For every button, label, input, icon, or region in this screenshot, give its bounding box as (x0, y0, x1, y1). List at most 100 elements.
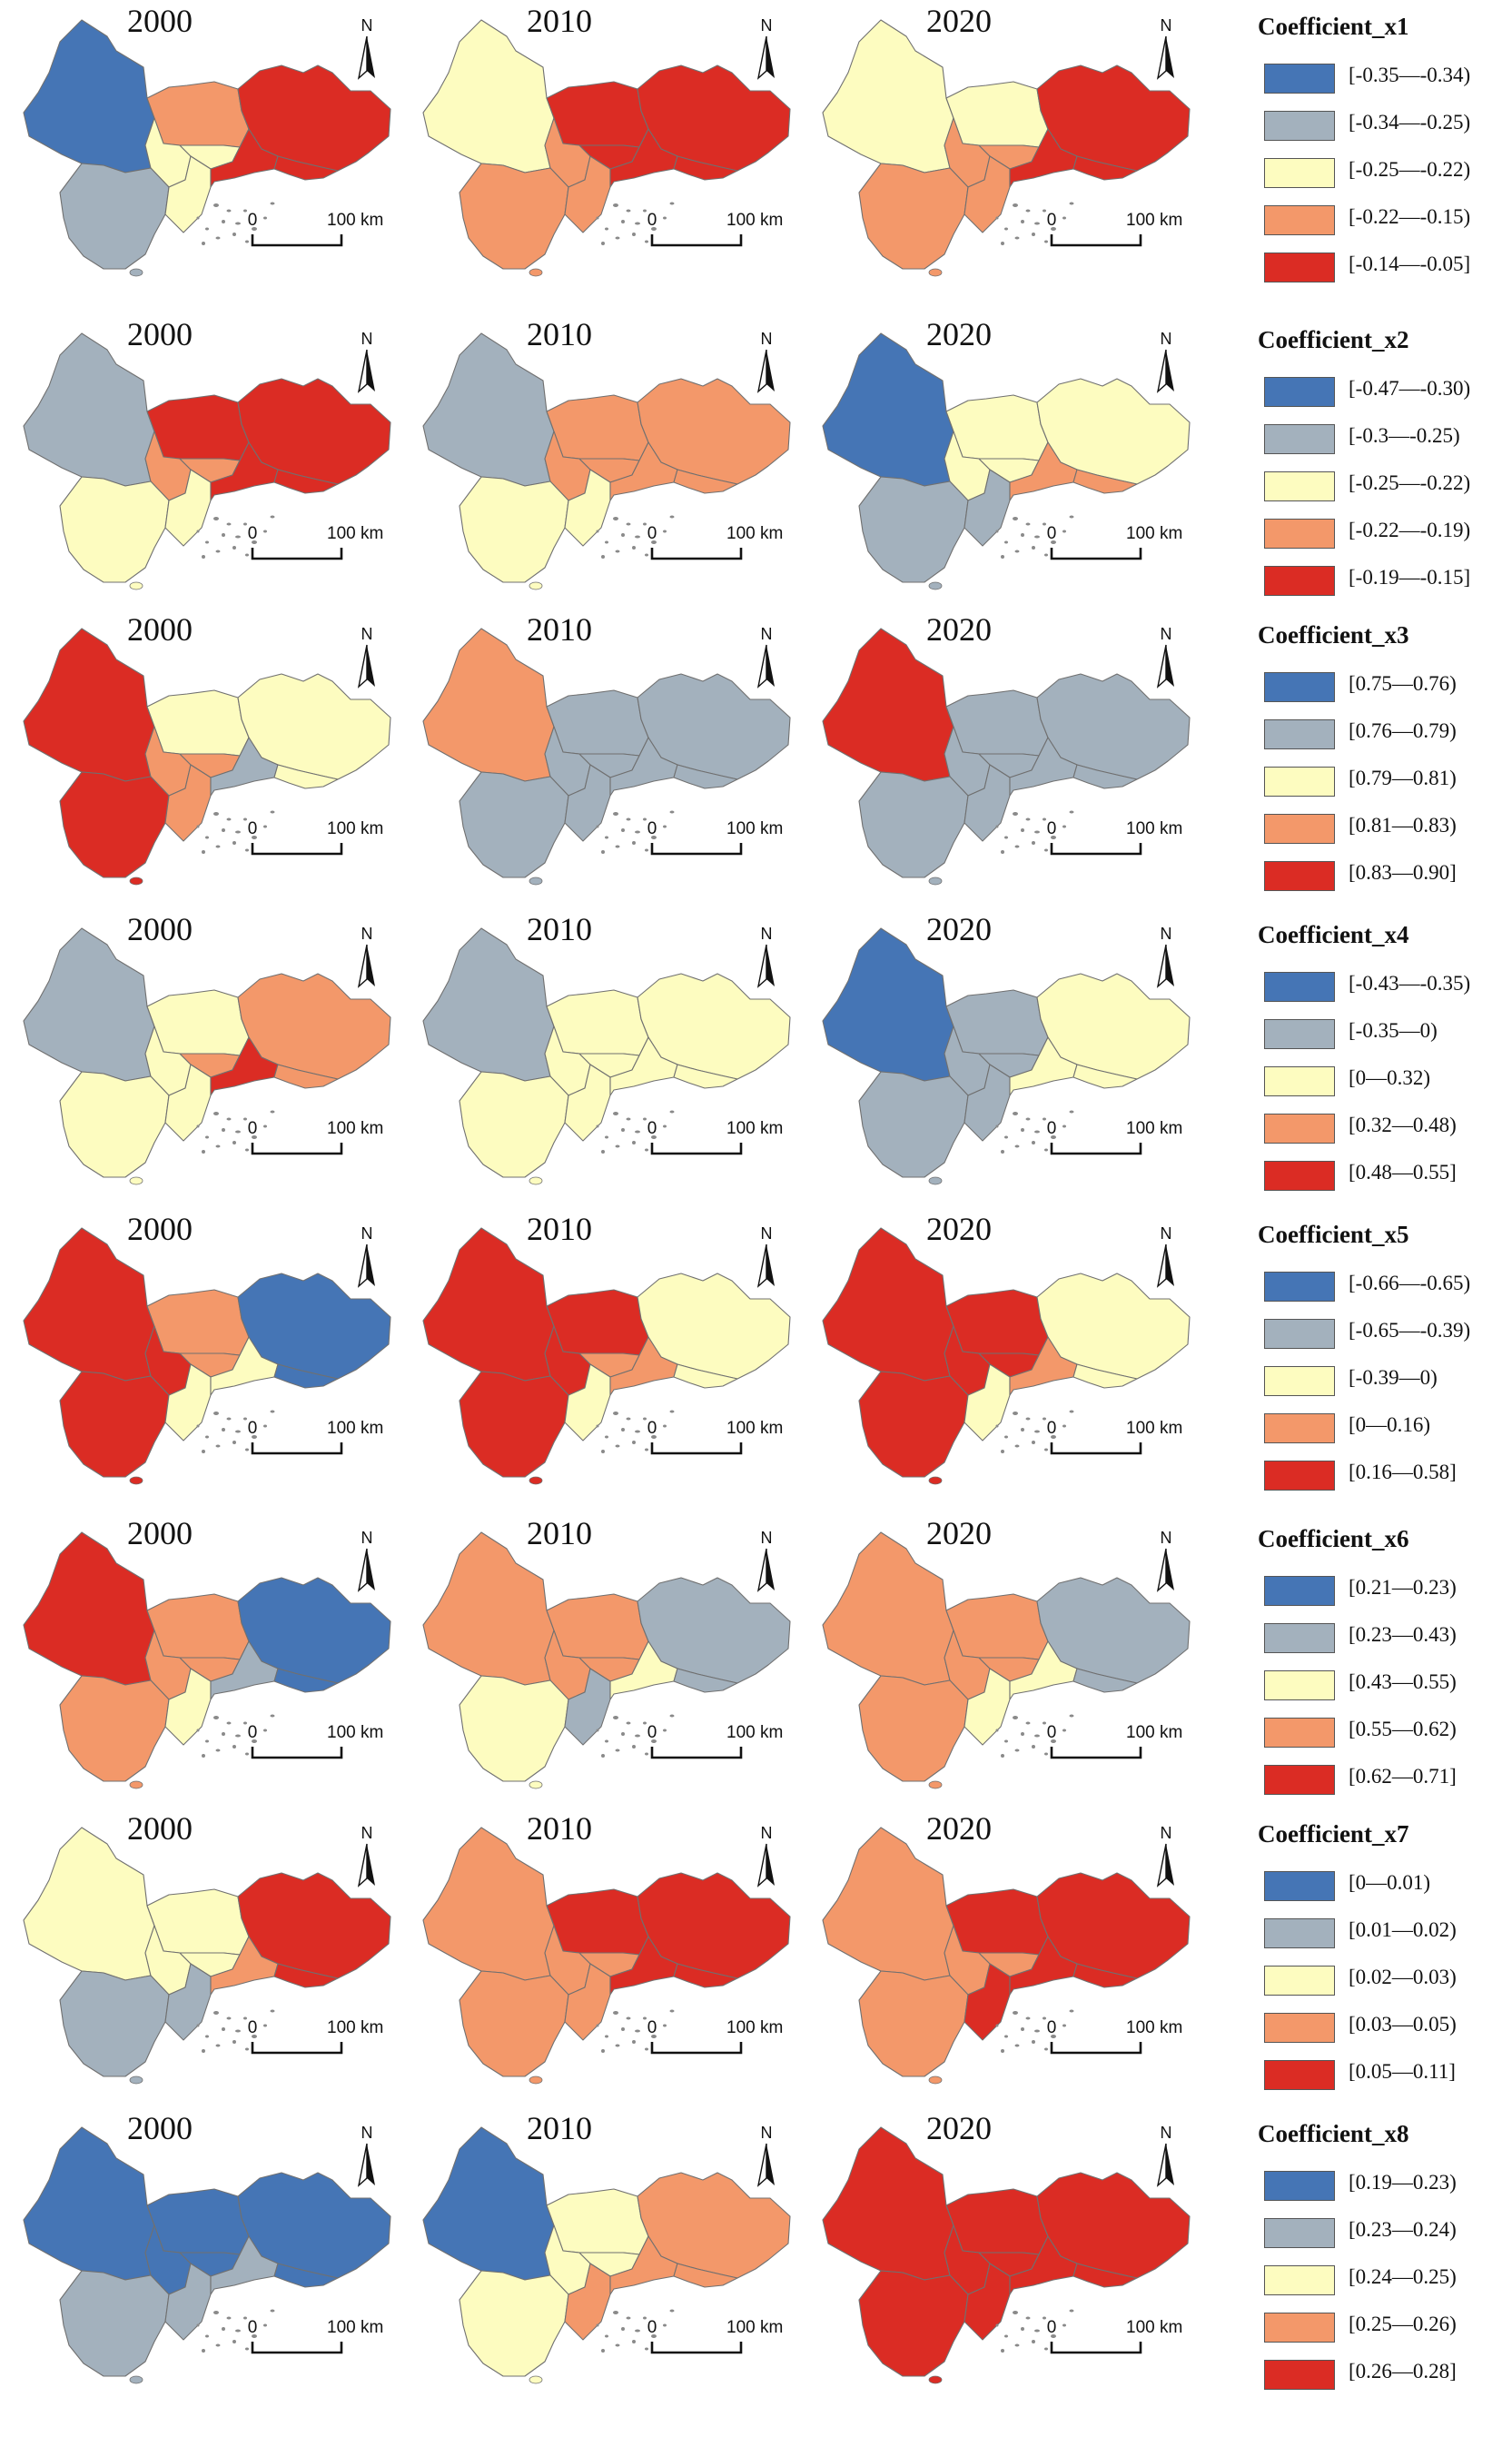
map-svg: N 0 100 km (23, 1224, 391, 1485)
legend-label: [0—0.16) (1349, 1413, 1431, 1436)
north-arrow-left (766, 1549, 775, 1590)
island (196, 216, 200, 220)
island-large (129, 2075, 143, 2085)
island (643, 1417, 647, 1421)
island (1062, 2323, 1066, 2327)
scale-bar: 0 100 km (1047, 211, 1182, 247)
islands (196, 2309, 275, 2353)
north-arrow-right (756, 644, 767, 689)
island (196, 825, 200, 828)
region-r2 (546, 2188, 649, 2255)
island (621, 2327, 625, 2331)
scale-bar-line (1050, 843, 1142, 856)
islands (596, 202, 675, 245)
scale-bar-line (251, 1143, 343, 1155)
scale-bar-zero: 0 (1047, 524, 1057, 543)
island (1004, 1435, 1008, 1439)
region-r6 (459, 476, 569, 583)
map-regions (422, 332, 791, 583)
scale-bar: 0 100 km (647, 1119, 783, 1155)
island (1034, 1734, 1040, 1738)
island (1051, 1135, 1056, 1139)
north-arrow-left (367, 36, 375, 78)
scale-bar: 0 100 km (647, 1419, 783, 1455)
island (245, 1752, 249, 1756)
legend-swatch (1264, 2218, 1335, 2248)
scale-bar: 0 100 km (248, 2318, 383, 2354)
scale-bar-label: 100 km (1126, 2018, 1182, 2037)
scale-bar: 0 100 km (1047, 1119, 1182, 1155)
island (1044, 240, 1048, 243)
island (1034, 2029, 1040, 2033)
island (663, 2024, 667, 2027)
year-label: 2020 (926, 1810, 992, 1847)
island (621, 1428, 625, 1432)
north-arrow-label: N (1161, 2124, 1172, 2142)
scale-bar-label: 100 km (1126, 211, 1182, 230)
region-r2 (546, 1289, 649, 1356)
island (1051, 836, 1056, 839)
legend-item: [0.76—0.79) (1258, 716, 1512, 752)
island (222, 220, 225, 223)
island (270, 1110, 275, 1114)
island (635, 2029, 640, 2033)
legend-item: [0.25—0.26) (1258, 2309, 1512, 2345)
legend-label: [-0.25—-0.22) (1349, 471, 1471, 494)
scale-bar-zero: 0 (248, 2318, 258, 2337)
island (1021, 1428, 1024, 1432)
legend-label: [-0.35—-0.34) (1349, 64, 1471, 86)
map-regions (822, 2126, 1191, 2377)
scale-bar-label: 100 km (726, 1723, 783, 1742)
island (1001, 1450, 1004, 1453)
map-panel-coefficient_x8-2000: N 0 100 km 2000 (9, 2107, 409, 2398)
legend-swatch (1264, 253, 1335, 282)
island (245, 1148, 249, 1152)
islands (995, 1410, 1074, 1453)
region-r6 (858, 163, 969, 270)
island (669, 1110, 675, 1114)
region-r1 (422, 628, 555, 782)
region-r1 (23, 628, 155, 782)
map-svg: N 0 100 km (23, 1824, 391, 2085)
region-r9 (273, 2263, 339, 2288)
map-regions (23, 628, 391, 878)
scale-bar-zero: 0 (647, 211, 657, 230)
scale-bar-label: 100 km (1126, 1723, 1182, 1742)
island (1051, 227, 1056, 231)
island (1021, 1732, 1024, 1736)
scale-bar-label: 100 km (726, 211, 783, 230)
island (226, 2316, 232, 2320)
island (645, 2047, 648, 2051)
map-panel-coefficient_x2-2000: N 0 100 km 2000 (9, 313, 409, 604)
region-r2 (146, 394, 250, 461)
legend-swatch (1264, 1918, 1335, 1948)
region-r6 (59, 1071, 170, 1178)
island (205, 2035, 209, 2038)
legend-label: [0.03—0.05) (1349, 2013, 1457, 2036)
island (643, 1117, 647, 1121)
legend-label: [0.19—0.23) (1349, 2171, 1457, 2194)
map-panel-coefficient_x2-2010: N 0 100 km 2010 (409, 313, 808, 604)
islands (596, 810, 675, 854)
scale-bar-line (1050, 234, 1142, 247)
island (202, 1150, 205, 1154)
region-r6 (459, 1970, 569, 2077)
region-r1 (822, 332, 954, 487)
legend-swatch (1264, 1319, 1335, 1349)
north-arrow-left (766, 945, 775, 986)
island (1004, 836, 1008, 839)
island (605, 1739, 608, 1743)
scale-bar-zero: 0 (647, 1723, 657, 1742)
north-arrow-right (357, 944, 368, 988)
north-arrow-left (766, 2144, 775, 2185)
island (252, 227, 257, 231)
map-panel-coefficient_x7-2000: N 0 100 km 2000 (9, 1808, 409, 2098)
island (196, 1729, 200, 1732)
island (235, 2029, 241, 2033)
island (1013, 2311, 1018, 2314)
map-svg: N 0 100 km (822, 16, 1191, 277)
island (601, 1754, 605, 1758)
legend-swatch (1264, 1413, 1335, 1443)
legend-label: [0.55—0.62) (1349, 1718, 1457, 1740)
island (1043, 522, 1046, 526)
